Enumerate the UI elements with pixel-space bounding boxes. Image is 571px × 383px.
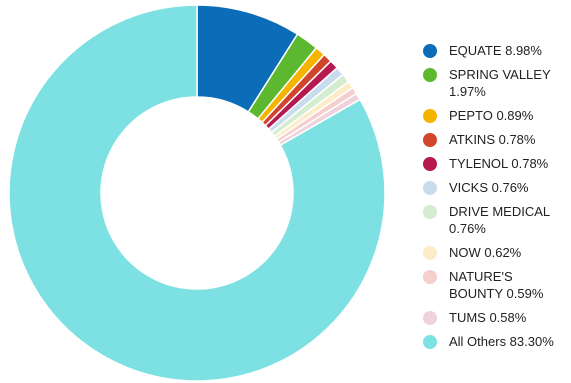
legend-label: NATURE'S BOUNTY 0.59% [449, 269, 544, 301]
slice-all-others [8, 4, 386, 382]
legend-swatch [423, 335, 437, 349]
legend-label: TYLENOL 0.78% [449, 156, 549, 171]
legend-item: TYLENOL 0.78% [423, 155, 568, 172]
legend-swatch [423, 133, 437, 147]
legend-label: EQUATE 8.98% [449, 43, 542, 58]
legend-label: DRIVE MEDICAL 0.76% [449, 204, 550, 236]
legend-swatch [423, 270, 437, 284]
legend-item: NATURE'S BOUNTY 0.59% [423, 268, 568, 302]
legend-item: PEPTO 0.89% [423, 107, 568, 124]
legend-swatch [423, 44, 437, 58]
legend-item: EQUATE 8.98% [423, 42, 568, 59]
legend-label: ATKINS 0.78% [449, 132, 536, 147]
legend-item: All Others 83.30% [423, 333, 568, 350]
legend-item: TUMS 0.58% [423, 309, 568, 326]
legend-item: DRIVE MEDICAL 0.76% [423, 203, 568, 237]
donut-chart [8, 4, 386, 382]
legend-item: VICKS 0.76% [423, 179, 568, 196]
legend-swatch [423, 311, 437, 325]
legend-swatch [423, 246, 437, 260]
legend-label: PEPTO 0.89% [449, 108, 534, 123]
legend-swatch [423, 109, 437, 123]
legend-item: ATKINS 0.78% [423, 131, 568, 148]
legend-label: SPRING VALLEY 1.97% [449, 67, 551, 99]
legend-swatch [423, 157, 437, 171]
legend-label: VICKS 0.76% [449, 180, 529, 195]
legend-item: SPRING VALLEY 1.97% [423, 66, 568, 100]
legend: EQUATE 8.98% SPRING VALLEY 1.97% PEPTO 0.8… [423, 42, 568, 357]
legend-label: TUMS 0.58% [449, 310, 527, 325]
legend-swatch [423, 181, 437, 195]
legend-label: All Others 83.30% [449, 334, 554, 349]
legend-swatch [423, 205, 437, 219]
legend-label: NOW 0.62% [449, 245, 522, 260]
legend-swatch [423, 68, 437, 82]
legend-item: NOW 0.62% [423, 244, 568, 261]
